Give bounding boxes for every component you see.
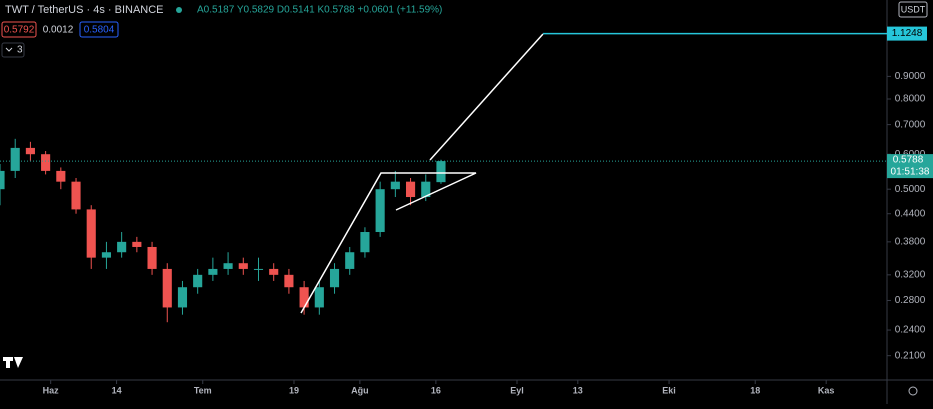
spread: 0.0012 xyxy=(43,25,74,36)
y-axis-label: USDT xyxy=(901,4,926,14)
x-tick-label: Tem xyxy=(194,385,212,395)
currency-box[interactable] xyxy=(898,1,928,18)
y-tick-label: 0.8000 xyxy=(895,94,926,105)
x-tick-label: 18 xyxy=(750,385,760,395)
y-tick-label: 0.3800 xyxy=(895,236,926,247)
y-tick-label: 0.4400 xyxy=(895,208,926,219)
candle-body xyxy=(223,263,233,269)
candle-body xyxy=(375,189,385,233)
candle-body xyxy=(101,252,112,258)
y-tick-label: 0.3200 xyxy=(895,269,926,280)
candle-body xyxy=(0,170,5,190)
bid-box[interactable] xyxy=(1,21,37,38)
y-tick-label: 0.9000 xyxy=(895,71,926,82)
candle-body xyxy=(86,209,96,258)
candle-body xyxy=(329,268,340,288)
candle-body xyxy=(360,232,370,253)
candle-body xyxy=(117,241,127,253)
y-tick-label: 0.5000 xyxy=(895,184,926,195)
x-tick-label: Haz xyxy=(43,385,60,395)
candle-body xyxy=(10,147,20,171)
y-tick-label: 0.2100 xyxy=(895,350,926,361)
x-tick-label: 14 xyxy=(112,385,122,395)
plot-area xyxy=(0,138,446,323)
symbol: TWT / TetherUS · 4s · BINANCE xyxy=(5,4,164,16)
x-tick-label: Eki xyxy=(662,385,676,395)
candle-body xyxy=(25,147,35,155)
y-tick-label: 0.2400 xyxy=(895,325,926,336)
x-tick-label: 13 xyxy=(573,385,583,395)
last-price-tag xyxy=(887,154,933,179)
target-label: 1.1248 xyxy=(892,28,923,39)
flag-pattern xyxy=(300,172,477,314)
candle-body xyxy=(147,246,157,269)
candle-body xyxy=(436,161,446,183)
candle-body xyxy=(314,287,324,308)
countdown: 01:51:38 xyxy=(891,167,930,178)
y-tick-label: 0.7000 xyxy=(895,119,926,130)
x-tick-label: 19 xyxy=(289,385,299,395)
tv-logo xyxy=(3,357,23,368)
candle-body xyxy=(238,263,248,269)
ask: 0.5804 xyxy=(84,25,115,36)
y-tick-label: 0.2800 xyxy=(895,295,926,306)
ask-box[interactable] xyxy=(79,21,119,38)
target-tag xyxy=(887,26,927,41)
candle-body xyxy=(132,241,142,247)
drawings xyxy=(300,33,544,314)
candle-body xyxy=(284,274,294,288)
candle-body xyxy=(162,268,172,308)
candle-body xyxy=(208,268,218,275)
candle-body xyxy=(56,170,66,182)
candle-body xyxy=(41,154,51,171)
status-dot xyxy=(176,7,182,13)
candle-body xyxy=(390,181,400,190)
candle-body xyxy=(193,274,203,288)
projection-line xyxy=(429,33,544,161)
chevron-icon xyxy=(5,47,13,52)
candle-body xyxy=(405,181,416,198)
candle-body xyxy=(345,252,355,269)
candle-body xyxy=(421,181,431,198)
x-tick-label: 16 xyxy=(431,385,441,395)
x-tick-label: Kas xyxy=(818,385,835,395)
candle-body xyxy=(71,181,81,210)
settings-icon[interactable] xyxy=(908,386,918,396)
x-tick-label: Eyl xyxy=(510,385,524,395)
candle-body xyxy=(177,287,188,308)
candle-body xyxy=(269,268,279,275)
indicator-toggle[interactable] xyxy=(1,42,25,58)
x-tick-label: Ağu xyxy=(351,385,369,395)
candle-body xyxy=(299,287,309,308)
last-price-label: 0.5788 xyxy=(893,155,924,166)
ohlc: A0.5187 Y0.5829 D0.5141 K0.5788 +0.0601 … xyxy=(197,5,442,16)
bid: 0.5792 xyxy=(4,25,35,36)
indicator-count: 3 xyxy=(17,45,23,56)
candle-body xyxy=(253,268,264,270)
